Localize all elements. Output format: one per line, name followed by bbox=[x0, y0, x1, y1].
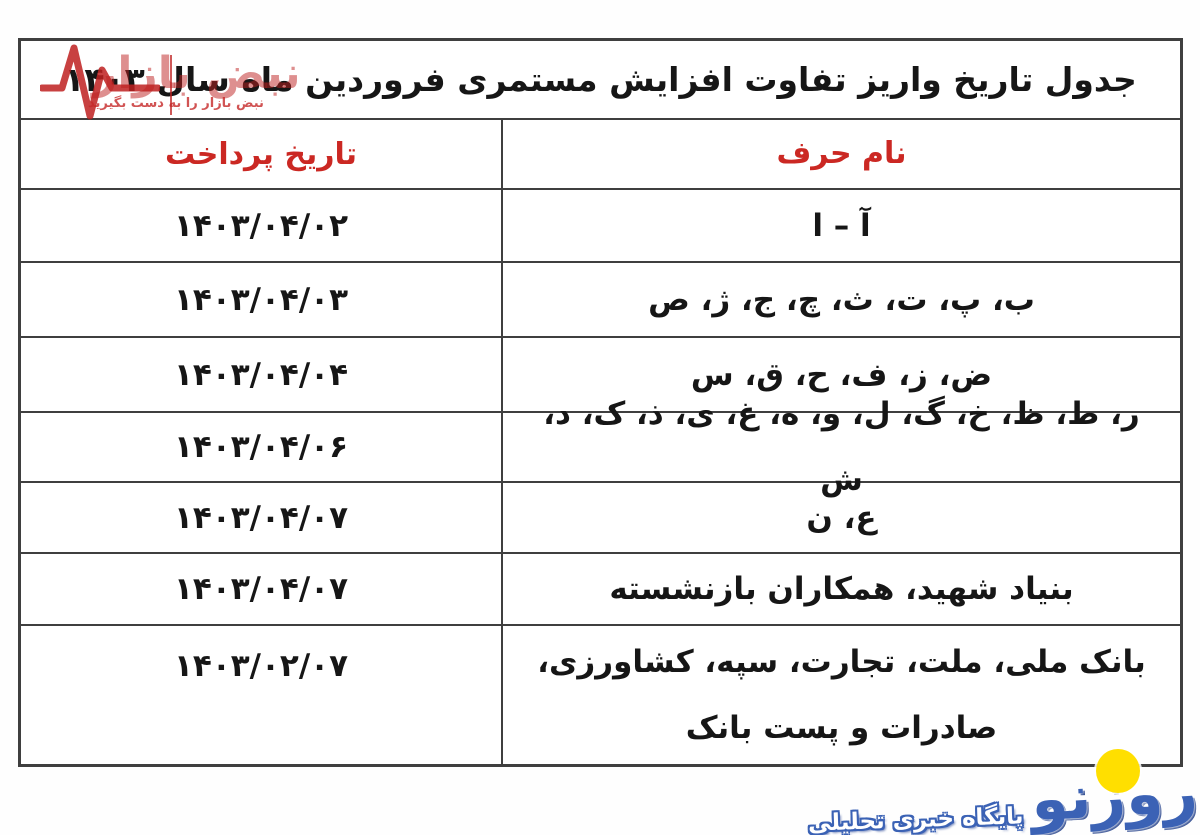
roozno-logo: روزنو پایگاه خبری تحلیلی bbox=[808, 741, 1200, 835]
letters-cell: ع، ن bbox=[806, 499, 877, 536]
table-row: ۱۴۰۳/۰۴/۰۳ ب، پ، ت، ث، چ، ج، ژ، ص bbox=[21, 261, 1180, 336]
payment-schedule-table: جدول تاریخ واریز تفاوت افزایش مستمری فرو… bbox=[18, 38, 1183, 767]
table-row: ۱۴۰۳/۰۴/۰۶ ر، ط، ظ، خ، گ، ل، و، ه، غ، ی،… bbox=[21, 396, 1180, 498]
roozno-tagline: پایگاه خبری تحلیلی bbox=[808, 803, 1025, 835]
letters-cell: بنیاد شهید، همکاران بازنشسته bbox=[609, 571, 1074, 607]
payment-date-cell: ۱۴۰۳/۰۴/۰۲ bbox=[21, 190, 503, 261]
payment-date-cell: ۱۴۰۳/۰۴/۰۳ bbox=[21, 263, 503, 336]
table-row: ۱۴۰۳/۰۲/۰۷ بانک ملی، ملت، تجارت، سپه، کش… bbox=[21, 624, 1180, 764]
column-header-payment-date: تاریخ پرداخت bbox=[21, 120, 503, 188]
table-header-row: تاریخ پرداخت نام حرف bbox=[21, 118, 1180, 188]
letters-cell: آ – ا bbox=[812, 207, 871, 244]
payment-date-cell: ۱۴۰۳/۰۴/۰۶ bbox=[21, 413, 503, 481]
yellow-circle-icon bbox=[1096, 749, 1140, 793]
table-row: ۱۴۰۳/۰۴/۰۷ بنیاد شهید، همکاران بازنشسته bbox=[21, 552, 1180, 624]
letters-cell: ب، پ، ت، ث، چ، ج، ژ، ص bbox=[648, 281, 1035, 318]
table-row: ۱۴۰۳/۰۴/۰۷ ع، ن bbox=[21, 481, 1180, 552]
letters-cell: بانک ملی، ملت، تجارت، سپه، کشاورزی، صادر… bbox=[537, 644, 1146, 746]
payment-date-cell: ۱۴۰۳/۰۴/۰۴ bbox=[21, 338, 503, 411]
payment-date-cell: ۱۴۰۳/۰۴/۰۷ bbox=[21, 483, 503, 552]
table-title: جدول تاریخ واریز تفاوت افزایش مستمری فرو… bbox=[64, 60, 1137, 99]
payment-date-cell: ۱۴۰۳/۰۲/۰۷ bbox=[21, 626, 503, 764]
payment-date-cell: ۱۴۰۳/۰۴/۰۷ bbox=[21, 554, 503, 624]
letters-cell: ض، ز، ف، ح، ق، س bbox=[690, 356, 993, 393]
table-title-row: جدول تاریخ واریز تفاوت افزایش مستمری فرو… bbox=[21, 41, 1180, 118]
letters-cell: ر، ط، ظ، خ، گ، ل، و، ه، غ، ی، ذ، ک، د، ش bbox=[543, 396, 1140, 498]
table-row: ۱۴۰۳/۰۴/۰۴ ض، ز، ف، ح، ق، س bbox=[21, 336, 1180, 411]
table-row: ۱۴۰۳/۰۴/۰۲ آ – ا bbox=[21, 188, 1180, 261]
column-header-letter-name: نام حرف bbox=[776, 136, 907, 171]
